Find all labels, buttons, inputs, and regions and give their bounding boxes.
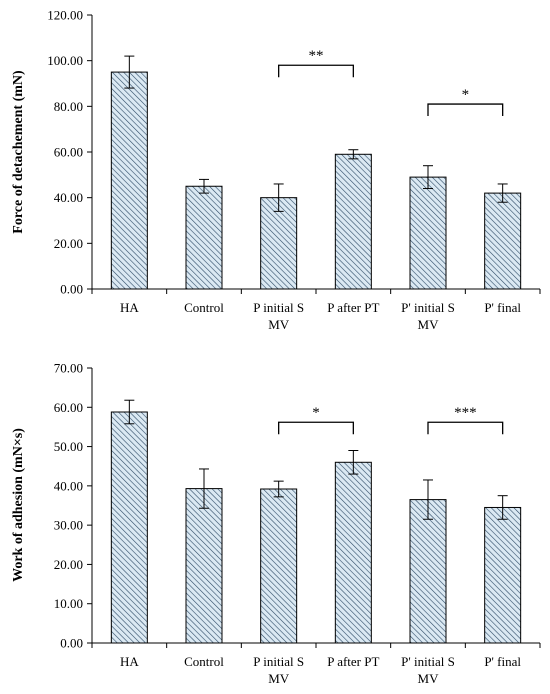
bar [334, 153, 372, 290]
category-label: P initial S [253, 654, 304, 669]
bar [484, 192, 522, 290]
significance-label: ** [309, 48, 324, 64]
category-label: MV [268, 671, 290, 686]
y-tick-label: 40.00 [54, 478, 83, 493]
y-tick-label: 0.00 [60, 282, 83, 297]
y-tick-label: 20.00 [54, 557, 83, 572]
bar [185, 488, 223, 644]
y-tick-label: 60.00 [54, 400, 83, 415]
significance-bracket [427, 103, 504, 117]
significance-bracket [427, 421, 504, 435]
category-label: MV [418, 317, 440, 332]
y-tick-label: 100.00 [47, 53, 83, 68]
bar [260, 488, 298, 644]
bar [409, 176, 447, 290]
category-label: P' final [484, 300, 521, 315]
category-label: MV [418, 671, 440, 686]
y-tick-label: 70.00 [54, 361, 83, 376]
category-label: Control [184, 300, 224, 315]
bar [409, 499, 447, 644]
category-label: P after PT [327, 300, 379, 315]
y-tick-label: 10.00 [54, 596, 83, 611]
y-tick-label: 80.00 [54, 99, 83, 114]
y-tick-label: 120.00 [47, 8, 83, 23]
y-tick-label: 50.00 [54, 439, 83, 454]
bar [185, 185, 223, 290]
chart-force-of-detachment: 0.00 20.00 40.00 60.00 80.00 100.00 120.00 Forc… [11, 8, 541, 332]
y-tick-label: 20.00 [54, 236, 83, 251]
category-label: HA [120, 654, 139, 669]
category-label: P' initial S [401, 654, 455, 669]
significance-label: * [462, 87, 470, 103]
y-tick-label: 40.00 [54, 190, 83, 205]
y-tick-label: 0.00 [60, 636, 83, 651]
significance-label: *** [454, 405, 477, 421]
bar [334, 461, 372, 644]
y-tick-label: 60.00 [54, 145, 83, 160]
category-label: Control [184, 654, 224, 669]
chart-work-of-adhesion: 0.00 10.00 20.00 30.00 40.00 50.00 60.00 70.00 W… [11, 361, 541, 686]
category-label: P' final [484, 654, 521, 669]
bar [260, 197, 298, 290]
y-axis-title: Force of detachement (mN) [11, 70, 26, 234]
category-label: P after PT [327, 654, 379, 669]
bar [110, 71, 148, 290]
category-label: P initial S [253, 300, 304, 315]
significance-bracket [278, 421, 354, 435]
bar [484, 506, 522, 644]
y-tick-label: 30.00 [54, 518, 83, 533]
y-axis-title: Work of adhesion (mN×s) [11, 428, 26, 582]
category-label: MV [268, 317, 290, 332]
significance-bracket [278, 64, 354, 78]
category-label: HA [120, 300, 139, 315]
category-label: P' initial S [401, 300, 455, 315]
significance-label: * [312, 405, 320, 421]
bar [110, 411, 148, 644]
